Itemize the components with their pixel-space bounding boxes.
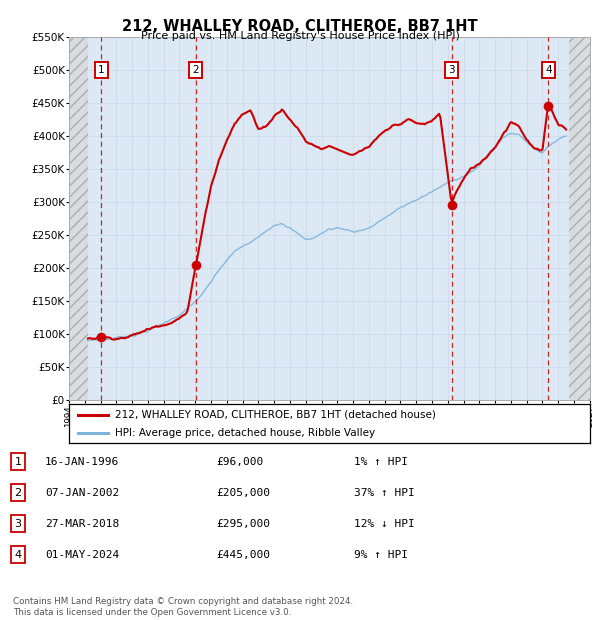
Text: Price paid vs. HM Land Registry's House Price Index (HPI): Price paid vs. HM Land Registry's House … [140,31,460,41]
Text: 07-JAN-2002: 07-JAN-2002 [45,488,119,498]
Text: 12% ↓ HPI: 12% ↓ HPI [354,519,415,529]
Bar [69,37,88,400]
Text: £445,000: £445,000 [216,550,270,560]
Text: £96,000: £96,000 [216,457,263,467]
Text: 4: 4 [14,550,22,560]
Text: 1: 1 [98,65,104,75]
Text: 16-JAN-1996: 16-JAN-1996 [45,457,119,467]
Text: £205,000: £205,000 [216,488,270,498]
Bar [569,37,590,400]
Text: 3: 3 [448,65,455,75]
Text: 212, WHALLEY ROAD, CLITHEROE, BB7 1HT: 212, WHALLEY ROAD, CLITHEROE, BB7 1HT [122,19,478,33]
Text: 3: 3 [14,519,22,529]
Text: £295,000: £295,000 [216,519,270,529]
Text: Contains HM Land Registry data © Crown copyright and database right 2024.
This d: Contains HM Land Registry data © Crown c… [13,598,353,617]
Text: 37% ↑ HPI: 37% ↑ HPI [354,488,415,498]
Text: 9% ↑ HPI: 9% ↑ HPI [354,550,408,560]
Text: 2: 2 [192,65,199,75]
Text: 212, WHALLEY ROAD, CLITHEROE, BB7 1HT (detached house): 212, WHALLEY ROAD, CLITHEROE, BB7 1HT (d… [115,410,436,420]
Text: 4: 4 [545,65,551,75]
Text: 27-MAR-2018: 27-MAR-2018 [45,519,119,529]
Text: 2: 2 [14,488,22,498]
Text: 01-MAY-2024: 01-MAY-2024 [45,550,119,560]
Text: 1: 1 [14,457,22,467]
Text: 1% ↑ HPI: 1% ↑ HPI [354,457,408,467]
Text: HPI: Average price, detached house, Ribble Valley: HPI: Average price, detached house, Ribb… [115,428,375,438]
